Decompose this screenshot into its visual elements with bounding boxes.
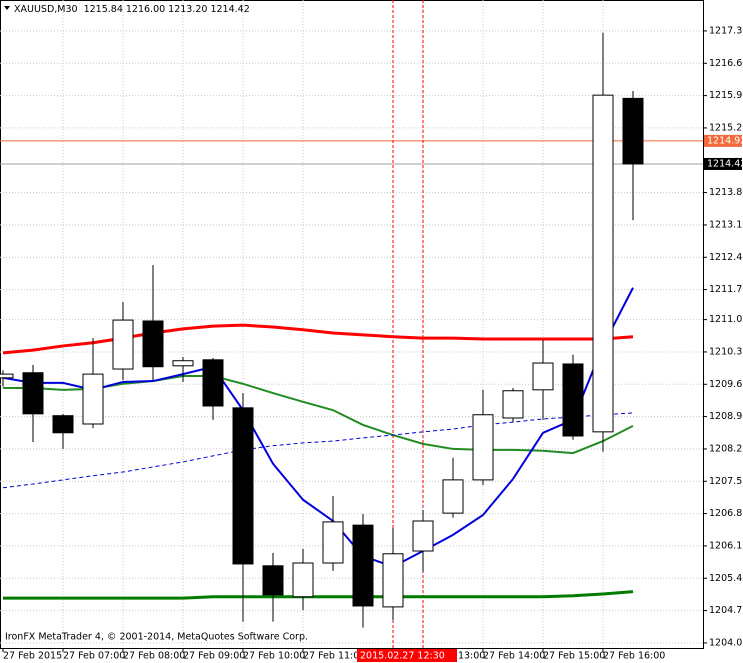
candle-body <box>292 562 314 598</box>
y-tick-label: 1205.45 <box>709 573 743 584</box>
y-tick-label: 1210.35 <box>709 346 743 357</box>
candle-body <box>22 372 44 415</box>
candle-body <box>382 553 404 608</box>
candle-body <box>232 407 254 565</box>
candle-body <box>142 320 164 368</box>
candle-body <box>52 415 74 434</box>
high-label: 1216.00 <box>126 4 165 15</box>
y-tick-label: 1215.20 <box>709 122 743 133</box>
candle-body <box>112 319 134 370</box>
indicator-line <box>3 590 634 600</box>
y-tick-label: 1213.80 <box>709 187 743 198</box>
indicator-line <box>2 412 634 489</box>
plot-area <box>0 0 703 648</box>
indicator-line <box>2 323 634 355</box>
x-tick-label: 27 Feb 07:00 <box>63 651 125 662</box>
candle-body <box>172 360 194 367</box>
candle-body <box>322 521 344 564</box>
x-tick-label: 27 Feb 15:00 <box>543 651 605 662</box>
price-label: 1214.92 <box>707 135 743 146</box>
y-tick-label: 1211.70 <box>709 284 743 295</box>
x-tick-label: 27 Feb 08:00 <box>123 651 185 662</box>
y-tick-label: 1211.05 <box>709 314 743 325</box>
candle-body <box>0 373 14 379</box>
y-tick-label: 1206.15 <box>709 540 743 551</box>
price-box <box>704 157 742 170</box>
price-box <box>704 134 742 147</box>
y-tick-label: 1209.65 <box>709 379 743 390</box>
symbol: XAUUSD,M30 <box>14 4 78 15</box>
x-tick-label: 27 Feb 2015 <box>3 651 62 662</box>
y-tick-label: 1204.75 <box>709 605 743 616</box>
menu-arrow <box>4 6 10 10</box>
candle-body <box>352 524 374 607</box>
candle-body <box>592 94 614 433</box>
x-tick-label: 27 Feb 10:00 <box>243 651 305 662</box>
open-label: 1215.84 <box>84 4 123 15</box>
footer: IronFX MetaTrader 4, © 2001-2014, MetaQu… <box>5 632 308 643</box>
crosshair-label: 2015.02.27 12:30 <box>360 651 445 662</box>
candle-body <box>412 520 434 552</box>
y-tick-label: 1215.90 <box>709 90 743 101</box>
candle-body <box>502 390 524 419</box>
candle-body <box>262 565 284 596</box>
y-tick-label: 1204.05 <box>709 637 743 648</box>
y-tick-label: 1216.60 <box>709 58 743 69</box>
axes: 1217.30 1216.60 1215.90 1215.20 1213.80 1213.… <box>2 25 743 662</box>
close-label: 1214.42 <box>210 4 249 15</box>
chart-title: XAUUSD,M30 1215.84 1216.00 1213.20 1214.42 <box>14 4 250 15</box>
low-label: 1213.20 <box>168 4 207 15</box>
y-tick-label: 1213.10 <box>709 219 743 230</box>
y-tick-label: 1208.25 <box>709 443 743 454</box>
candle-body <box>442 479 464 514</box>
candle-body <box>532 362 554 391</box>
candle-body <box>472 414 494 481</box>
y-tick-label: 1208.95 <box>709 411 743 422</box>
y-tick-label: 1206.85 <box>709 508 743 519</box>
crosshair-box <box>357 649 457 662</box>
candle-body <box>622 97 644 165</box>
y-tick-label: 1217.30 <box>709 25 743 36</box>
x-tick-label: 27 Feb 16:00 <box>603 651 665 662</box>
price-label: 1214.42 <box>707 158 743 169</box>
candle-body <box>82 373 104 425</box>
candle-body <box>202 359 224 407</box>
indicator-line <box>2 287 634 568</box>
x-tick-label: 27 Feb 11:00 <box>303 651 365 662</box>
y-tick-label: 1207.55 <box>709 476 743 487</box>
candle-body <box>562 363 584 437</box>
x-tick-label: 27 Feb 09:00 <box>183 651 245 662</box>
y-tick-label: 1212.40 <box>709 252 743 263</box>
x-tick-label: 27 Feb 14:00 <box>483 651 545 662</box>
